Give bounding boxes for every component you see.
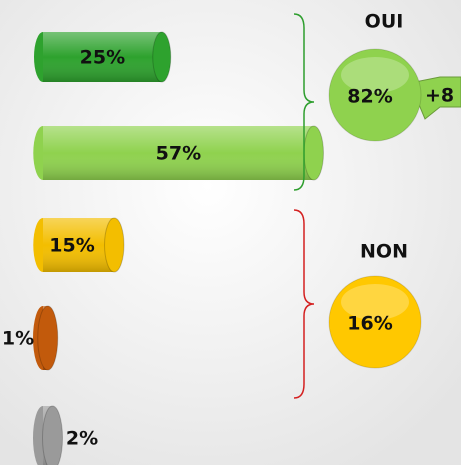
group-value: 82% — [347, 86, 392, 108]
bar-end — [37, 305, 59, 371]
bar — [33, 405, 63, 465]
value-label: 2% — [66, 428, 98, 450]
group-change: +8 — [425, 85, 454, 107]
value-label: 57% — [156, 143, 201, 165]
value-label: 25% — [80, 47, 125, 69]
bar — [33, 305, 59, 371]
group-shine — [341, 284, 409, 320]
bar — [33, 125, 324, 181]
bar — [33, 217, 125, 273]
group-label: OUI — [365, 11, 404, 33]
group-circle — [328, 48, 422, 142]
bar-end — [152, 31, 172, 83]
bar-end — [42, 405, 63, 465]
bar — [34, 31, 172, 83]
change-arrow — [409, 76, 461, 120]
bar-shine — [43, 32, 162, 82]
bar-end — [303, 125, 324, 181]
group-label: NON — [360, 241, 408, 263]
brace — [293, 13, 315, 191]
group-value: 16% — [347, 313, 392, 335]
group-shine — [341, 57, 409, 93]
bar-shine — [43, 126, 314, 180]
bar-shine — [43, 218, 115, 272]
value-label: 1% — [2, 328, 34, 350]
bar-end — [104, 217, 125, 273]
value-label: 15% — [49, 235, 94, 257]
brace — [293, 209, 315, 399]
group-circle — [328, 275, 422, 369]
